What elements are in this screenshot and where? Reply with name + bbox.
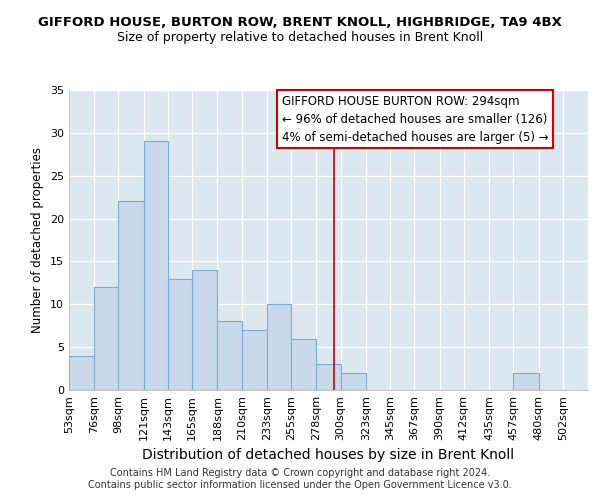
Bar: [144, 142, 168, 390]
Bar: [69, 356, 94, 390]
Y-axis label: Number of detached properties: Number of detached properties: [31, 147, 44, 333]
Bar: [94, 287, 118, 390]
Text: Contains public sector information licensed under the Open Government Licence v3: Contains public sector information licen…: [88, 480, 512, 490]
Text: GIFFORD HOUSE BURTON ROW: 294sqm
← 96% of detached houses are smaller (126)
4% o: GIFFORD HOUSE BURTON ROW: 294sqm ← 96% o…: [282, 94, 548, 144]
Bar: [341, 373, 366, 390]
Text: GIFFORD HOUSE, BURTON ROW, BRENT KNOLL, HIGHBRIDGE, TA9 4BX: GIFFORD HOUSE, BURTON ROW, BRENT KNOLL, …: [38, 16, 562, 29]
Bar: [192, 270, 217, 390]
Bar: [118, 202, 144, 390]
Bar: [291, 338, 316, 390]
Text: Contains HM Land Registry data © Crown copyright and database right 2024.: Contains HM Land Registry data © Crown c…: [110, 468, 490, 477]
Bar: [242, 330, 267, 390]
Bar: [267, 304, 291, 390]
Bar: [513, 373, 539, 390]
Bar: [316, 364, 341, 390]
Text: Size of property relative to detached houses in Brent Knoll: Size of property relative to detached ho…: [117, 31, 483, 44]
Bar: [217, 322, 242, 390]
X-axis label: Distribution of detached houses by size in Brent Knoll: Distribution of detached houses by size …: [142, 448, 515, 462]
Bar: [168, 278, 192, 390]
